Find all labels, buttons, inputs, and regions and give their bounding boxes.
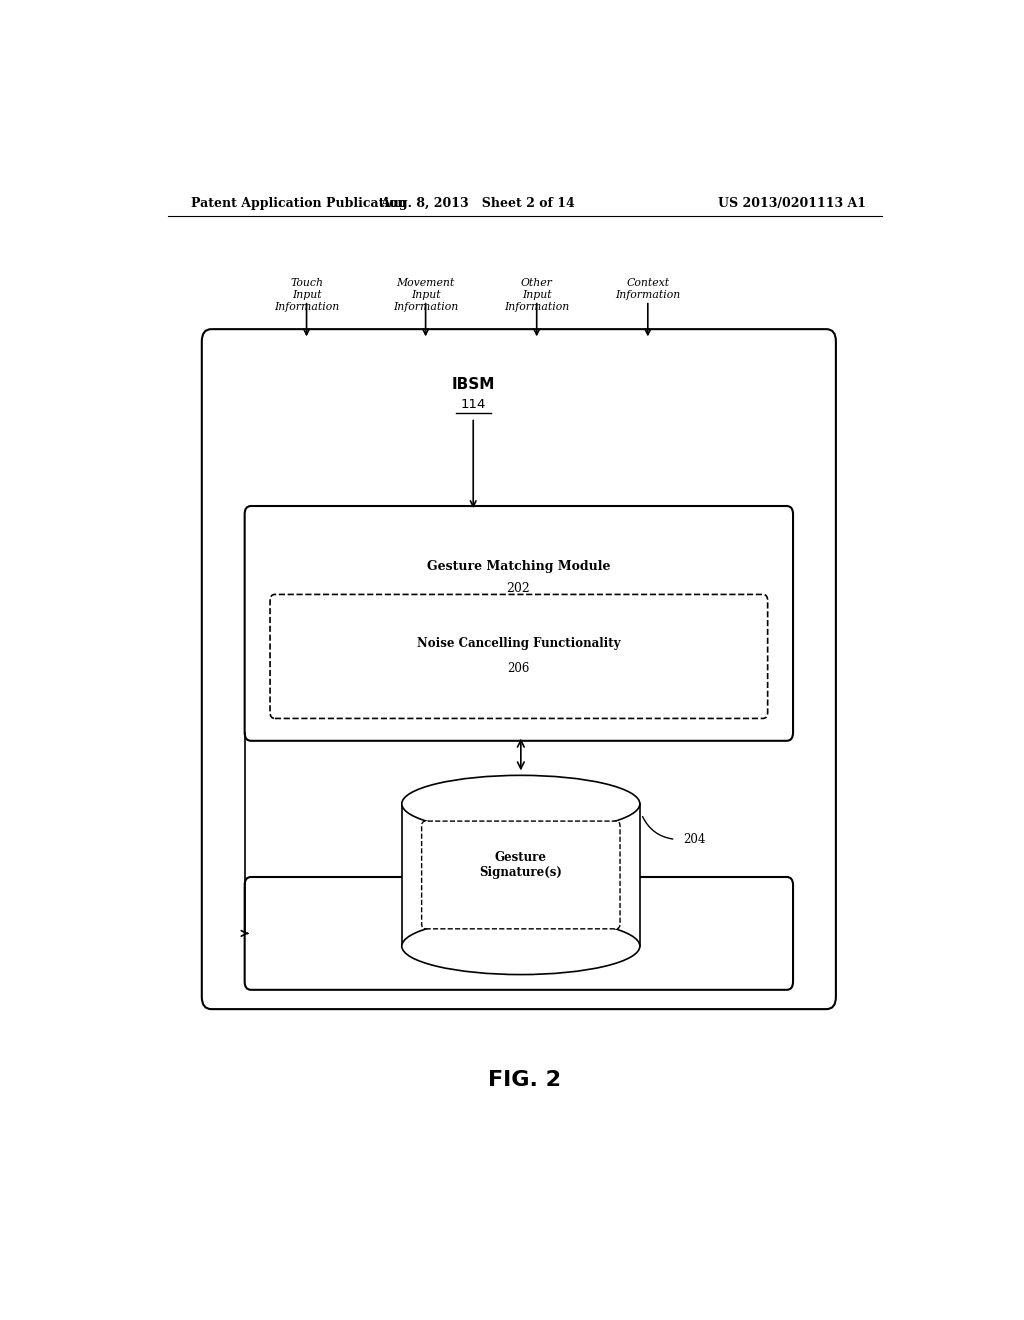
- Text: Context
Information: Context Information: [615, 279, 680, 300]
- Ellipse shape: [401, 917, 640, 974]
- Text: US 2013/0201113 A1: US 2013/0201113 A1: [718, 197, 866, 210]
- Text: 204: 204: [684, 833, 706, 846]
- Text: Aug. 8, 2013   Sheet 2 of 14: Aug. 8, 2013 Sheet 2 of 14: [380, 197, 574, 210]
- FancyBboxPatch shape: [245, 506, 793, 741]
- Text: Gesture
Signature(s): Gesture Signature(s): [479, 851, 562, 879]
- FancyBboxPatch shape: [245, 876, 793, 990]
- FancyBboxPatch shape: [422, 821, 620, 929]
- Text: Patent Application Publication: Patent Application Publication: [191, 197, 407, 210]
- Ellipse shape: [401, 775, 640, 833]
- Text: FIG. 2: FIG. 2: [488, 1071, 561, 1090]
- Text: IBSM: IBSM: [452, 376, 495, 392]
- Text: Touch
Input
Information: Touch Input Information: [274, 279, 339, 312]
- Text: Noise Cancelling Functionality: Noise Cancelling Functionality: [417, 636, 621, 649]
- FancyBboxPatch shape: [202, 329, 836, 1008]
- Text: Other
Input
Information: Other Input Information: [504, 279, 569, 312]
- Text: Gesture Matching Module: Gesture Matching Module: [427, 561, 610, 573]
- Text: 114: 114: [461, 397, 486, 411]
- Text: 206: 206: [507, 663, 529, 675]
- Text: Movement
Input
Information: Movement Input Information: [393, 279, 458, 312]
- Text: Behavior Executing Module: Behavior Executing Module: [421, 912, 615, 925]
- Text: 208: 208: [507, 939, 530, 952]
- Bar: [401, 804, 640, 946]
- FancyBboxPatch shape: [270, 594, 768, 718]
- Text: 202: 202: [507, 582, 530, 595]
